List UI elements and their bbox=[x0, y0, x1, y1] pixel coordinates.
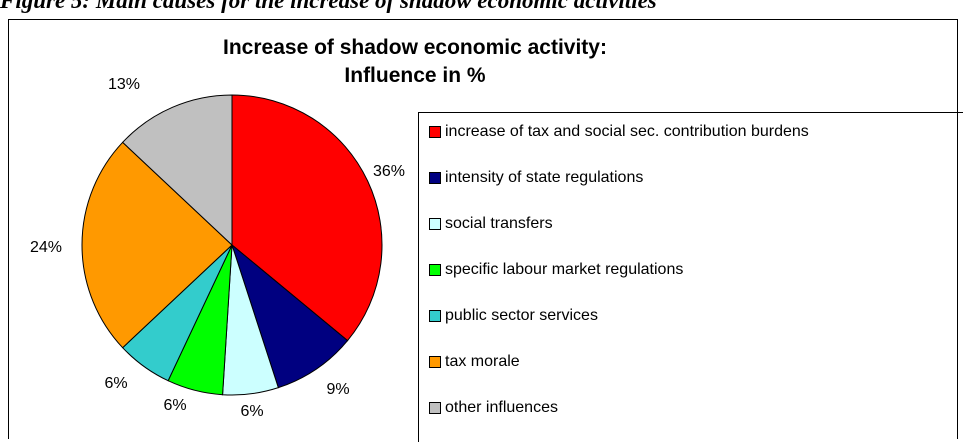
legend-swatch-0 bbox=[429, 126, 441, 138]
pie-data-label-1: 9% bbox=[326, 381, 349, 398]
chart-title-line-2: Influence in % bbox=[344, 64, 486, 87]
pie-data-label-3: 6% bbox=[163, 397, 186, 414]
legend-label-5: tax morale bbox=[445, 353, 520, 370]
pie-slice-0 bbox=[231, 94, 383, 342]
legend-label-6: other influences bbox=[445, 399, 558, 416]
legend-label-2: social transfers bbox=[445, 215, 553, 232]
legend-item-3: specific labour market regulations bbox=[429, 259, 683, 281]
pie-chart: 36% 9% 6% 6% 6% 24% 13% bbox=[30, 76, 405, 420]
legend-swatch-2 bbox=[429, 218, 441, 230]
pie-slice-5 bbox=[81, 141, 233, 349]
legend-label-4: public sector services bbox=[445, 307, 598, 324]
pie-data-label-6: 13% bbox=[108, 76, 140, 93]
legend-swatch-1 bbox=[429, 172, 441, 184]
legend-item-1: intensity of state regulations bbox=[429, 167, 643, 189]
pie-slice-1 bbox=[230, 243, 349, 389]
pie-slice-6 bbox=[121, 94, 233, 247]
legend-swatch-4 bbox=[429, 310, 441, 322]
chart-title: Increase of shadow economic activity: In… bbox=[210, 34, 620, 90]
legend-item-5: tax morale bbox=[429, 351, 520, 373]
chart-frame bbox=[8, 19, 958, 439]
pie-data-label-5: 24% bbox=[30, 239, 62, 256]
figure-caption: Figure 5: Main causes for the increase o… bbox=[0, 0, 657, 13]
legend-label-0: increase of tax and social sec. contribu… bbox=[445, 123, 809, 140]
legend-label-3: specific labour market regulations bbox=[445, 261, 684, 278]
legend-swatch-3 bbox=[429, 264, 441, 276]
legend-swatch-5 bbox=[429, 356, 441, 368]
legend-item-6: other influences bbox=[429, 397, 558, 419]
legend-swatch-6 bbox=[429, 402, 441, 414]
chart-title-line-1: Increase of shadow economic activity: bbox=[223, 36, 607, 59]
pie-data-label-0: 36% bbox=[373, 163, 405, 180]
pie-data-label-2: 6% bbox=[240, 403, 263, 420]
legend-item-0: increase of tax and social sec. contribu… bbox=[429, 121, 809, 143]
pie-data-label-4: 6% bbox=[104, 375, 127, 392]
legend-item-2: social transfers bbox=[429, 213, 553, 235]
chart-legend: increase of tax and social sec. contribu… bbox=[418, 112, 963, 442]
figure-caption-strip: Figure 5: Main causes for the increase o… bbox=[0, 0, 963, 18]
legend-item-4: public sector services bbox=[429, 305, 598, 327]
legend-label-1: intensity of state regulations bbox=[445, 169, 644, 186]
